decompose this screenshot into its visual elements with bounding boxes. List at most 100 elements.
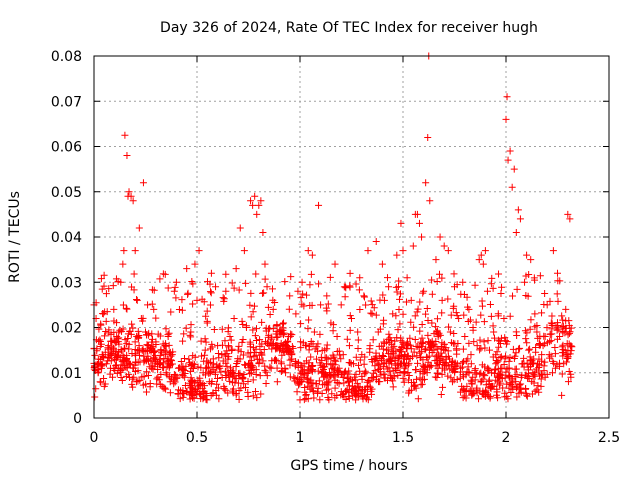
data-point <box>380 296 388 304</box>
data-point <box>502 352 510 360</box>
data-point <box>526 325 534 333</box>
data-point <box>395 277 403 285</box>
data-point <box>91 393 99 401</box>
data-point <box>207 289 215 297</box>
data-point <box>477 251 485 259</box>
data-point <box>206 369 214 377</box>
data-point <box>267 364 275 372</box>
data-point <box>98 351 106 359</box>
data-point <box>249 392 257 400</box>
data-point <box>452 362 460 370</box>
data-point <box>343 335 351 343</box>
data-point <box>453 312 461 320</box>
data-point <box>202 389 210 397</box>
data-point <box>179 393 187 401</box>
data-point <box>239 351 247 359</box>
data-point <box>523 359 531 367</box>
data-point <box>309 340 317 348</box>
data-point <box>346 282 354 290</box>
data-point <box>493 358 501 366</box>
data-point <box>459 278 467 286</box>
y-tick-label: 0.08 <box>51 49 82 65</box>
data-point <box>345 382 353 390</box>
data-point <box>526 345 534 353</box>
data-point <box>146 346 154 354</box>
data-point <box>367 309 375 317</box>
data-point <box>378 356 386 364</box>
data-point <box>498 374 506 382</box>
data-point <box>466 316 474 324</box>
data-point <box>566 329 574 337</box>
data-point <box>360 392 368 400</box>
data-point <box>558 312 566 320</box>
data-point <box>400 378 408 386</box>
data-point <box>331 356 339 364</box>
data-point <box>352 388 360 396</box>
data-point <box>446 365 454 373</box>
data-point <box>257 197 265 205</box>
data-point <box>423 305 431 313</box>
data-point <box>397 219 405 227</box>
data-point <box>304 247 312 255</box>
data-point <box>298 278 306 286</box>
data-point <box>537 382 545 390</box>
data-point <box>200 298 208 306</box>
data-point <box>258 350 266 358</box>
data-point <box>139 179 147 187</box>
data-point <box>402 298 410 306</box>
data-point <box>152 355 160 363</box>
x-tick-label: 0 <box>90 430 99 446</box>
data-point <box>459 386 467 394</box>
data-point <box>144 352 152 360</box>
data-point <box>354 391 362 399</box>
data-point <box>251 387 259 395</box>
data-point <box>372 349 380 357</box>
data-point <box>194 376 202 384</box>
data-point <box>444 347 452 355</box>
data-point <box>527 316 535 324</box>
data-point <box>490 328 498 336</box>
data-point <box>422 179 430 187</box>
data-point <box>510 355 518 363</box>
data-point <box>310 394 318 402</box>
data-point <box>207 269 215 277</box>
data-point <box>312 355 320 363</box>
data-point <box>260 289 268 297</box>
data-point <box>283 345 291 353</box>
data-point <box>115 328 123 336</box>
x-tick-label: 2 <box>502 430 511 446</box>
data-point <box>119 301 127 309</box>
data-point <box>564 354 572 362</box>
data-point <box>99 309 107 317</box>
data-point <box>414 359 422 367</box>
data-point <box>453 346 461 354</box>
data-point <box>102 317 110 325</box>
data-point <box>401 351 409 359</box>
data-point <box>506 312 514 320</box>
data-point <box>221 337 229 345</box>
chart-title: Day 326 of 2024, Rate Of TEC Index for r… <box>160 20 538 36</box>
data-point <box>214 375 222 383</box>
data-point <box>133 296 141 304</box>
data-point <box>155 356 163 364</box>
data-point <box>316 396 324 404</box>
data-point <box>383 346 391 354</box>
data-point <box>105 326 113 334</box>
data-point <box>483 287 491 295</box>
data-point <box>356 274 364 282</box>
data-point <box>291 360 299 368</box>
data-point <box>565 317 573 325</box>
data-point <box>118 377 126 385</box>
data-point <box>319 369 327 377</box>
data-point <box>267 333 275 341</box>
data-point <box>197 337 205 345</box>
data-point <box>335 380 343 388</box>
data-point <box>441 346 449 354</box>
data-point <box>558 370 566 378</box>
data-point <box>123 152 131 160</box>
data-point <box>507 381 515 389</box>
data-point <box>314 367 322 375</box>
data-point <box>363 378 371 386</box>
data-point <box>154 366 162 374</box>
data-point <box>440 345 448 353</box>
